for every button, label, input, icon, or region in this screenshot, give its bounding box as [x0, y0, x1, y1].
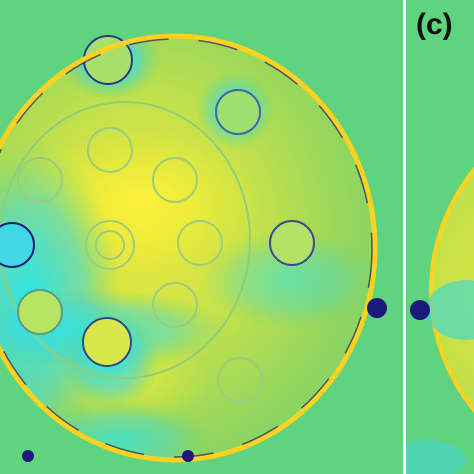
insert-circle-faint — [17, 157, 63, 203]
ct-slice-right — [406, 166, 474, 474]
inserts — [0, 35, 315, 403]
ct-image-panel-left — [0, 0, 403, 474]
dark-streak-region — [200, 230, 375, 330]
insert-circle-faint — [152, 282, 198, 328]
insert-circle-faint — [87, 127, 133, 173]
marker-dot — [182, 450, 194, 462]
insert-circle — [17, 289, 63, 335]
marker-dot — [410, 300, 430, 320]
panel-divider — [403, 0, 406, 474]
dark-streak-region — [426, 280, 474, 340]
disc-edge-bright — [0, 33, 378, 463]
insert-circle — [0, 222, 35, 268]
insert-circle — [215, 89, 261, 135]
noise-region — [406, 440, 466, 474]
disc-edge-dark — [0, 38, 373, 458]
insert-circle — [269, 220, 315, 266]
marker-dot — [22, 450, 34, 462]
insert-circle — [82, 317, 132, 367]
insert-circle-faint — [177, 220, 223, 266]
dark-streak-region — [30, 400, 210, 460]
panel-label: (c) — [416, 8, 453, 41]
insert-circle-faint — [152, 157, 198, 203]
insert-circle-faint — [85, 220, 135, 270]
inner-ring — [0, 101, 251, 379]
disc-edge-bright — [429, 166, 474, 414]
ct-image-panel-right — [406, 0, 474, 474]
insert-circle-faint — [217, 357, 263, 403]
insert-circle-faint — [95, 230, 125, 260]
marker-dot — [367, 298, 387, 318]
ct-slice-left — [0, 33, 387, 463]
